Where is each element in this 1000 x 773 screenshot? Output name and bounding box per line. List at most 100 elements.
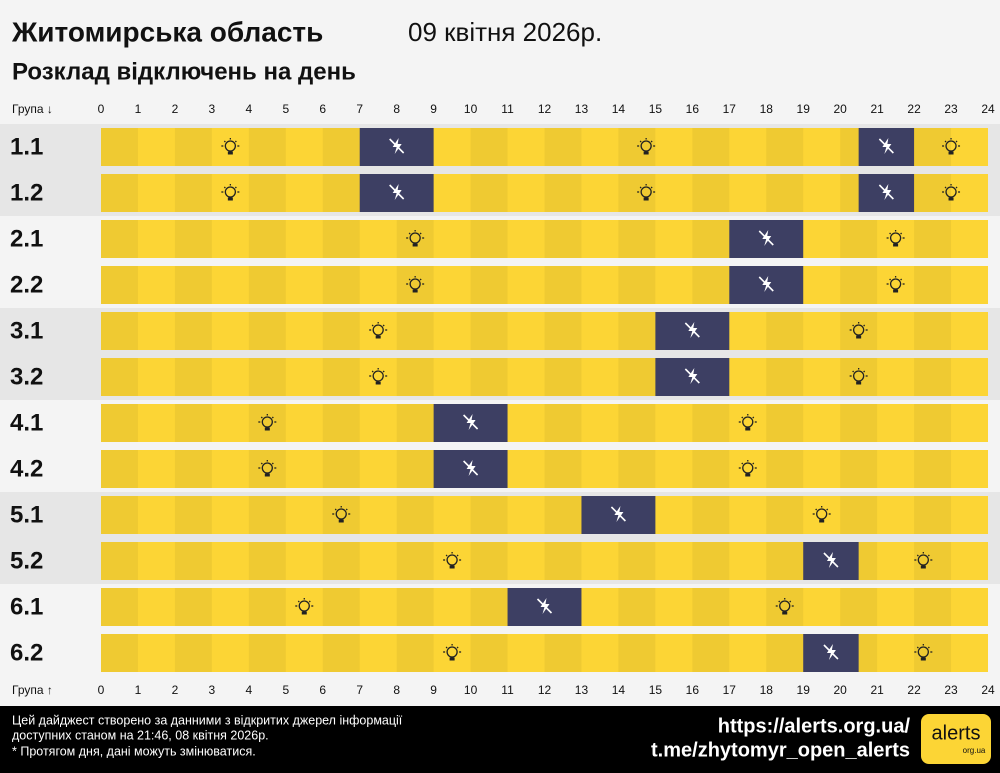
hour-stripe (766, 312, 804, 350)
hour-stripe (174, 588, 212, 626)
hour-stripe (914, 220, 952, 258)
bulb-icon (443, 552, 462, 569)
bulb-ray (815, 508, 818, 511)
hour-stripe (248, 496, 286, 534)
bulb-icon (849, 368, 868, 385)
bulb-base (745, 473, 751, 477)
x-tick-label: 16 (686, 102, 700, 116)
bulb-ray (852, 370, 855, 373)
group-label: 1.1 (10, 133, 43, 160)
x-tick-label: 2 (172, 683, 179, 697)
bulb-base (856, 381, 862, 385)
x-tick-label: 12 (538, 683, 552, 697)
bulb-icon (914, 644, 933, 661)
outage-icon (389, 138, 405, 154)
bulb-ray (223, 186, 226, 189)
bulb-ray (863, 324, 866, 327)
bulb-icon (295, 598, 314, 615)
footer-bar (0, 706, 1000, 773)
hour-stripe (914, 588, 952, 626)
hour-stripe (101, 312, 138, 350)
bulb-icon (942, 138, 961, 155)
hour-stripe (470, 358, 508, 396)
x-tick-label: 16 (686, 683, 700, 697)
bulb-icon (886, 276, 905, 293)
hour-stripe (322, 404, 360, 442)
group-label: 4.1 (10, 409, 43, 436)
hour-stripe (840, 266, 878, 304)
bulb-icon (221, 138, 240, 155)
x-tick-label: 15 (649, 102, 663, 116)
hour-stripe (396, 450, 434, 488)
bulb-glass (335, 508, 347, 520)
bulb-glass (917, 554, 929, 566)
bulb-base (643, 197, 649, 201)
x-tick-label: 1 (135, 102, 142, 116)
footer-link[interactable]: https://alerts.org.ua/ (718, 715, 911, 737)
hour-stripe (766, 174, 804, 212)
bulb-glass (409, 232, 421, 244)
hour-stripe (470, 496, 508, 534)
x-tick-label: 21 (870, 683, 884, 697)
x-tick-label: 19 (797, 683, 811, 697)
bulb-icon (637, 184, 656, 201)
chart-title: Житомирська область (11, 16, 323, 47)
bulb-glass (261, 416, 273, 428)
group-label: 5.1 (10, 501, 43, 528)
bulb-ray (650, 186, 653, 189)
outage-icon (823, 644, 839, 660)
bulb-glass (945, 140, 957, 152)
bulb-ray (234, 186, 237, 189)
bulb-ray (223, 140, 226, 143)
hour-stripe (618, 128, 656, 166)
hour-stripe (396, 358, 434, 396)
bulb-base (920, 657, 926, 661)
hour-stripe (248, 312, 286, 350)
hour-stripe (322, 634, 360, 672)
bulb-glass (816, 508, 828, 520)
hour-stripe (174, 128, 212, 166)
bulb-icon (914, 552, 933, 569)
x-tick-label: 24 (981, 683, 995, 697)
x-tick-label: 18 (760, 102, 774, 116)
bulb-glass (742, 416, 754, 428)
hour-stripe (174, 634, 212, 672)
x-tick-label: 15 (649, 683, 663, 697)
row-track (101, 128, 988, 166)
group-label: 6.2 (10, 639, 43, 666)
bulb-glass (742, 462, 754, 474)
bulb-ray (308, 600, 311, 603)
bulb-ray (639, 186, 642, 189)
hour-stripe (470, 220, 508, 258)
hour-stripe (174, 312, 212, 350)
x-tick-label: 24 (981, 102, 995, 116)
hour-stripe (544, 404, 582, 442)
group-label: 2.1 (10, 225, 43, 252)
x-tick-label: 0 (98, 102, 105, 116)
bulb-ray (826, 508, 829, 511)
bolt-slash (684, 322, 700, 338)
bulb-ray (445, 554, 448, 557)
hour-stripe (248, 174, 286, 212)
bulb-ray (944, 186, 947, 189)
group-label: 4.2 (10, 455, 43, 482)
hour-stripe (692, 634, 730, 672)
x-tick-label: 13 (575, 683, 589, 697)
x-tick-label: 21 (870, 102, 884, 116)
bulb-icon (738, 460, 757, 477)
logo (921, 714, 991, 764)
hour-stripe (248, 588, 286, 626)
hour-stripe (396, 634, 434, 672)
footer-link[interactable]: t.me/zhytomyr_open_alerts (651, 739, 910, 761)
hour-stripe (322, 174, 360, 212)
bulb-ray (345, 508, 348, 511)
hour-stripe (248, 358, 286, 396)
bulb-glass (945, 186, 957, 198)
hour-stripe (692, 174, 730, 212)
bulb-base (782, 611, 788, 615)
bolt-slash (758, 276, 774, 292)
bulb-base (375, 381, 381, 385)
hour-stripe (618, 174, 656, 212)
row-track (101, 174, 988, 212)
